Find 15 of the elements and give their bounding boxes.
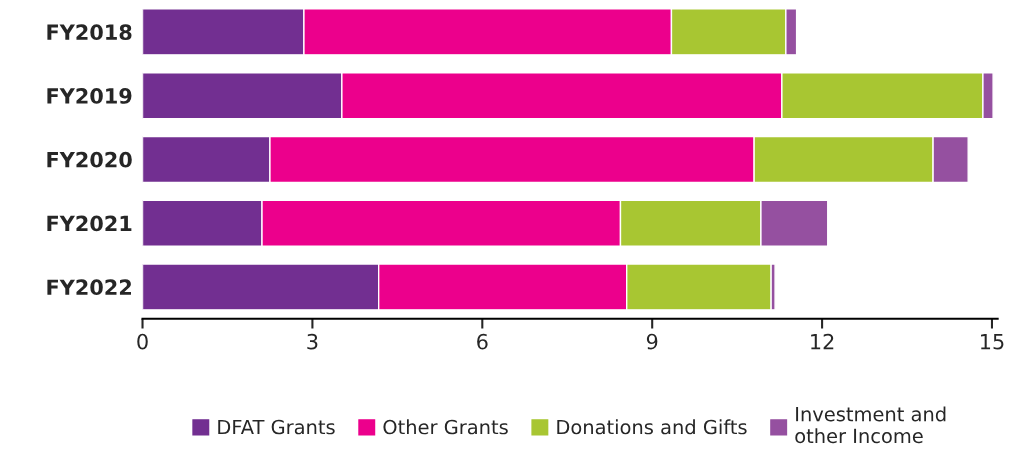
x-tick-label: 3 <box>307 333 318 350</box>
legend-label: Investment and other Income <box>795 406 946 444</box>
legend-label: Donations and Gifts <box>557 419 747 435</box>
y-tick-label: FY2022 <box>47 279 131 296</box>
y-tick-label: FY2021 <box>47 215 132 232</box>
y-tick-label: FY2018 <box>47 24 132 41</box>
legend-label: Other Grants <box>383 419 508 435</box>
x-tick-label: 6 <box>477 333 488 350</box>
y-tick-label: FY2019 <box>47 88 132 104</box>
x-tick-label: 12 <box>811 333 834 350</box>
legend-label: DFAT Grants <box>218 419 335 435</box>
x-tick-label: 9 <box>646 333 658 350</box>
x-tick-label: 15 <box>981 334 1004 350</box>
x-tick-label: 0 <box>137 333 148 350</box>
y-tick-label: FY2020 <box>47 151 132 168</box>
